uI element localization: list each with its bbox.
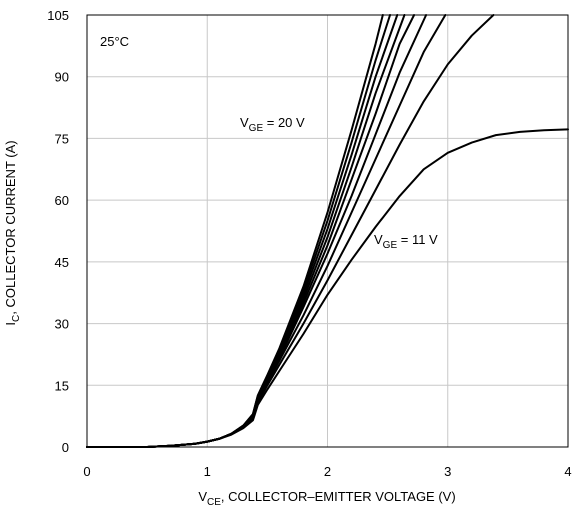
y-tick-label: 75 (55, 131, 69, 146)
x-tick-label: 0 (83, 464, 90, 479)
y-axis-title: IC, COLLECTOR CURRENT (A) (3, 140, 22, 325)
x-axis-title-rest: , COLLECTOR–EMITTER VOLTAGE (V) (221, 489, 456, 504)
label-vge-20-rest: = 20 V (263, 115, 305, 130)
x-tick-label: 3 (444, 464, 451, 479)
x-tick-label: 4 (564, 464, 571, 479)
x-axis-title: VCE, COLLECTOR–EMITTER VOLTAGE (V) (198, 489, 455, 508)
label-vge-20-main: V (240, 115, 249, 130)
tick-labels: 0 1 2 3 4 0 15 30 45 60 75 90 105 (47, 8, 571, 479)
plot-frame (86, 14, 569, 448)
label-vge-11: VGE = 11 V (374, 232, 438, 251)
y-tick-label: 15 (55, 378, 69, 393)
series-line-1 (86, 14, 392, 448)
y-tick-label: 0 (62, 440, 69, 455)
label-vge-11-rest: = 11 V (397, 232, 438, 247)
y-tick-label: 45 (55, 255, 69, 270)
x-tick-label: 1 (204, 464, 211, 479)
x-tick-label: 2 (324, 464, 331, 479)
temperature-annotation: 25°C (100, 34, 129, 49)
x-axis-title-sub: CE (207, 497, 221, 508)
series-line-0 (86, 14, 384, 448)
label-vge-20: VGE = 20 V (240, 115, 305, 134)
curves (86, 14, 569, 448)
y-tick-label: 30 (55, 317, 69, 332)
label-vge-20-sub: GE (249, 123, 264, 134)
y-tick-label: 105 (47, 8, 69, 23)
label-vge-11-main: V (374, 232, 383, 247)
y-tick-label: 90 (55, 70, 69, 85)
y-tick-label: 60 (55, 193, 69, 208)
label-vge-11-sub: GE (383, 240, 398, 251)
y-axis-title-main: I (3, 322, 18, 326)
x-axis-title-main: V (198, 489, 207, 504)
series-line-7 (86, 14, 495, 448)
series-line-3 (86, 14, 406, 448)
series-line-2 (86, 14, 399, 448)
y-axis-title-sub: C (11, 315, 22, 322)
series-line-8 (86, 128, 569, 448)
y-axis-title-rest: , COLLECTOR CURRENT (A) (3, 140, 18, 314)
